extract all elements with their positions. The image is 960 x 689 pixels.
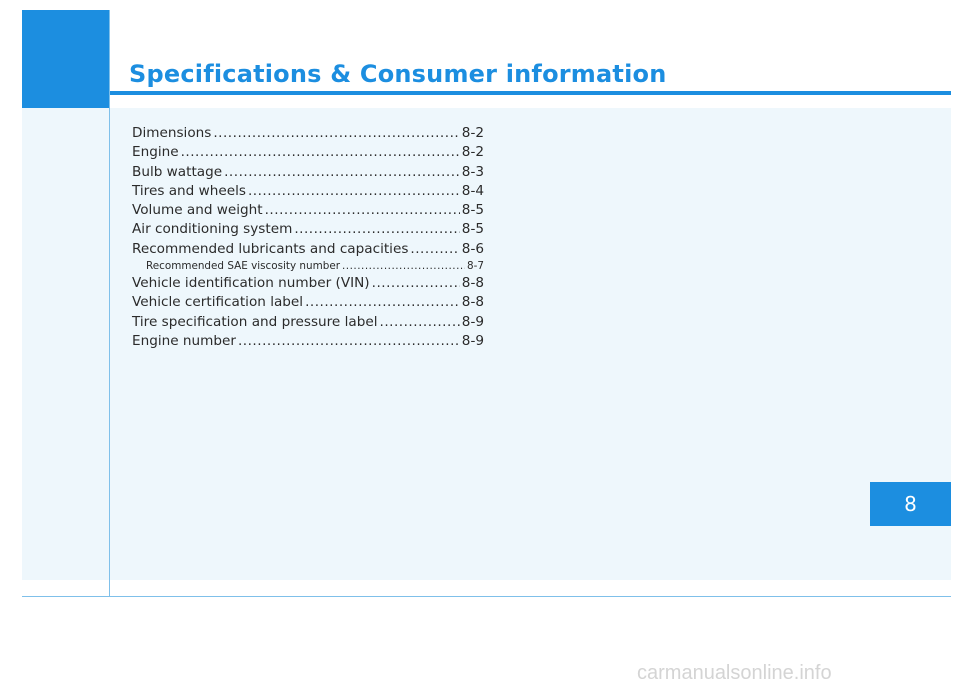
corner-accent-block (22, 10, 109, 108)
toc-item-air-conditioning[interactable]: Air conditioning system 8-5 (132, 220, 484, 239)
toc-item-label: Engine number (132, 332, 236, 349)
title-underline-bar (110, 91, 951, 95)
toc-item-page: 8-5 (461, 221, 484, 238)
toc-leader-dots (248, 182, 460, 201)
toc-item-label: Vehicle certification label (132, 294, 304, 311)
toc-item-page: 8-9 (461, 313, 484, 330)
watermark: carmanualsonline.info (637, 662, 832, 684)
left-margin-panel (22, 108, 109, 580)
bottom-divider (22, 596, 951, 597)
toc-item-label: Dimensions (132, 125, 212, 141)
toc-item-page: 8-2 (461, 125, 484, 141)
toc-item-vin[interactable]: Vehicle identification number (VIN) 8-8 (132, 274, 484, 293)
toc-leader-dots (224, 163, 460, 182)
toc-item-tires-and-wheels[interactable]: Tires and wheels 8-4 (132, 182, 484, 201)
toc-item-label: Bulb wattage (132, 163, 223, 180)
toc-leader-dots (213, 124, 459, 143)
toc-item-label: Vehicle identification number (VIN) (132, 275, 370, 292)
toc-item-page: 8-2 (461, 144, 484, 161)
page-title: Specifications & Consumer information (129, 60, 667, 88)
toc-item-dimensions[interactable]: Dimensions 8-2 (132, 124, 484, 143)
toc-leader-dots (410, 240, 459, 259)
toc-item-label: Tires and wheels (132, 182, 246, 199)
toc-leader-dots (305, 293, 460, 312)
toc-leader-dots (238, 332, 460, 351)
toc-item-label: Recommended lubricants and capacities (132, 240, 409, 257)
toc-leader-dots (372, 274, 460, 293)
toc-item-lubricants[interactable]: Recommended lubricants and capacities 8-… (132, 240, 484, 259)
toc-item-page: 8-8 (461, 275, 484, 292)
toc-subitem-sae-viscosity[interactable]: Recommended SAE viscosity number 8-7 (132, 259, 484, 274)
toc-item-bulb-wattage[interactable]: Bulb wattage 8-3 (132, 163, 484, 182)
vertical-divider (109, 10, 110, 597)
toc-item-label: Air conditioning system (132, 221, 293, 238)
toc-item-page: 8-7 (467, 260, 484, 273)
toc-item-certification-label[interactable]: Vehicle certification label 8-8 (132, 293, 484, 312)
toc-item-engine[interactable]: Engine 8-2 (132, 143, 484, 162)
toc-item-tire-pressure-label[interactable]: Tire specification and pressure label 8-… (132, 313, 484, 332)
toc-item-label: Engine (132, 144, 179, 161)
toc-item-label: Recommended SAE viscosity number (146, 260, 340, 273)
toc-item-page: 8-8 (461, 294, 484, 311)
toc-item-page: 8-6 (461, 240, 484, 257)
toc-item-engine-number[interactable]: Engine number 8-9 (132, 332, 484, 351)
toc-leader-dots (181, 143, 460, 162)
toc-item-label: Tire specification and pressure label (132, 313, 378, 330)
toc-leader-dots (265, 201, 460, 220)
toc-leader-dots (380, 313, 460, 332)
toc-item-page: 8-3 (461, 163, 484, 180)
table-of-contents: Dimensions 8-2 Engine 8-2 Bulb wattage 8… (132, 124, 484, 351)
toc-item-page: 8-9 (461, 332, 484, 349)
toc-item-page: 8-5 (461, 202, 484, 219)
toc-item-volume-and-weight[interactable]: Volume and weight 8-5 (132, 201, 484, 220)
toc-item-page: 8-4 (461, 182, 484, 199)
toc-leader-dots (294, 220, 459, 239)
toc-item-label: Volume and weight (132, 202, 263, 219)
chapter-tab[interactable]: 8 (870, 482, 951, 526)
chapter-number: 8 (904, 492, 917, 516)
toc-leader-dots (342, 259, 465, 274)
